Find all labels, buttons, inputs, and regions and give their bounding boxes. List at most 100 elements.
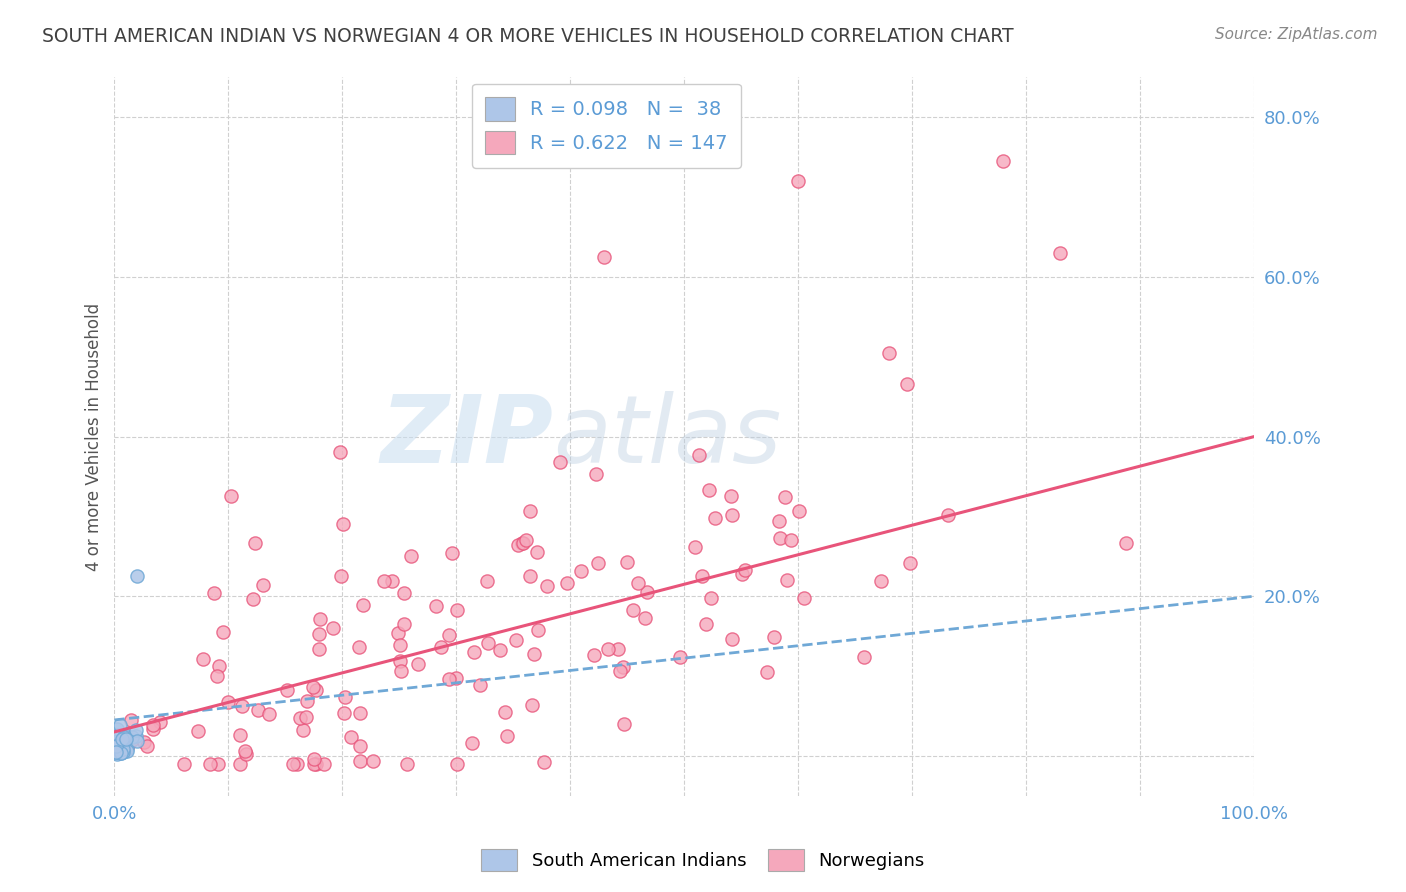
- Point: [173, 756, 195, 771]
- Point: [496, 729, 519, 743]
- Legend: R = 0.098   N =  38, R = 0.622   N = 147: R = 0.098 N = 38, R = 0.622 N = 147: [472, 84, 741, 168]
- Point: [111, 745, 134, 759]
- Text: Source: ZipAtlas.com: Source: ZipAtlas.com: [1215, 27, 1378, 42]
- Point: [763, 630, 786, 644]
- Point: [104, 738, 127, 752]
- Point: [301, 680, 323, 694]
- Point: [134, 735, 156, 749]
- Point: [105, 739, 128, 754]
- Text: ZIP: ZIP: [380, 391, 553, 483]
- Point: [495, 705, 517, 719]
- Point: [104, 745, 127, 759]
- Point: [787, 174, 810, 188]
- Point: [585, 467, 607, 481]
- Point: [125, 730, 148, 744]
- Point: [779, 533, 801, 547]
- Point: [392, 586, 415, 600]
- Point: [596, 642, 619, 657]
- Point: [787, 504, 810, 518]
- Point: [136, 739, 159, 753]
- Point: [775, 490, 797, 504]
- Point: [121, 733, 143, 747]
- Point: [198, 756, 221, 771]
- Point: [243, 535, 266, 549]
- Point: [110, 746, 132, 760]
- Point: [505, 633, 527, 648]
- Point: [207, 756, 229, 771]
- Point: [444, 671, 467, 685]
- Point: [235, 747, 257, 761]
- Point: [721, 508, 744, 522]
- Point: [105, 728, 128, 742]
- Point: [330, 569, 353, 583]
- Point: [205, 669, 228, 683]
- Point: [593, 250, 616, 264]
- Point: [111, 739, 134, 754]
- Point: [669, 649, 692, 664]
- Point: [112, 743, 135, 757]
- Point: [607, 641, 630, 656]
- Point: [731, 567, 754, 582]
- Point: [621, 603, 644, 617]
- Point: [776, 573, 799, 587]
- Point: [510, 536, 533, 550]
- Point: [586, 556, 609, 570]
- Point: [695, 617, 717, 632]
- Point: [191, 652, 214, 666]
- Point: [898, 556, 921, 570]
- Point: [463, 645, 485, 659]
- Point: [468, 678, 491, 692]
- Legend: South American Indians, Norwegians: South American Indians, Norwegians: [474, 842, 932, 879]
- Point: [349, 754, 371, 768]
- Point: [333, 706, 356, 720]
- Point: [108, 746, 131, 760]
- Point: [395, 756, 418, 771]
- Point: [149, 715, 172, 730]
- Point: [1115, 535, 1137, 549]
- Point: [425, 599, 447, 614]
- Point: [769, 531, 792, 545]
- Point: [697, 483, 720, 497]
- Point: [349, 739, 371, 753]
- Point: [107, 737, 129, 751]
- Point: [117, 738, 139, 752]
- Point: [634, 611, 657, 625]
- Point: [288, 711, 311, 725]
- Point: [202, 586, 225, 600]
- Point: [879, 346, 901, 360]
- Point: [127, 734, 149, 748]
- Text: SOUTH AMERICAN INDIAN VS NORWEGIAN 4 OR MORE VEHICLES IN HOUSEHOLD CORRELATION C: SOUTH AMERICAN INDIAN VS NORWEGIAN 4 OR …: [42, 27, 1014, 45]
- Point: [308, 642, 330, 657]
- Point: [612, 660, 634, 674]
- Point: [339, 730, 361, 744]
- Point: [896, 376, 918, 391]
- Point: [295, 694, 318, 708]
- Point: [111, 736, 134, 750]
- Point: [699, 591, 721, 605]
- Point: [703, 511, 725, 525]
- Point: [536, 579, 558, 593]
- Point: [107, 728, 129, 742]
- Point: [322, 621, 344, 635]
- Point: [388, 638, 411, 652]
- Point: [388, 654, 411, 668]
- Point: [108, 740, 131, 755]
- Point: [121, 730, 143, 744]
- Point: [112, 730, 135, 744]
- Point: [437, 672, 460, 686]
- Point: [852, 649, 875, 664]
- Point: [533, 755, 555, 769]
- Point: [304, 756, 326, 771]
- Point: [105, 747, 128, 761]
- Point: [120, 713, 142, 727]
- Point: [461, 737, 484, 751]
- Point: [512, 536, 534, 550]
- Point: [688, 448, 710, 462]
- Point: [110, 746, 132, 760]
- Point: [114, 743, 136, 757]
- Point: [373, 574, 395, 589]
- Point: [302, 756, 325, 771]
- Point: [527, 623, 550, 637]
- Point: [252, 578, 274, 592]
- Point: [229, 728, 252, 742]
